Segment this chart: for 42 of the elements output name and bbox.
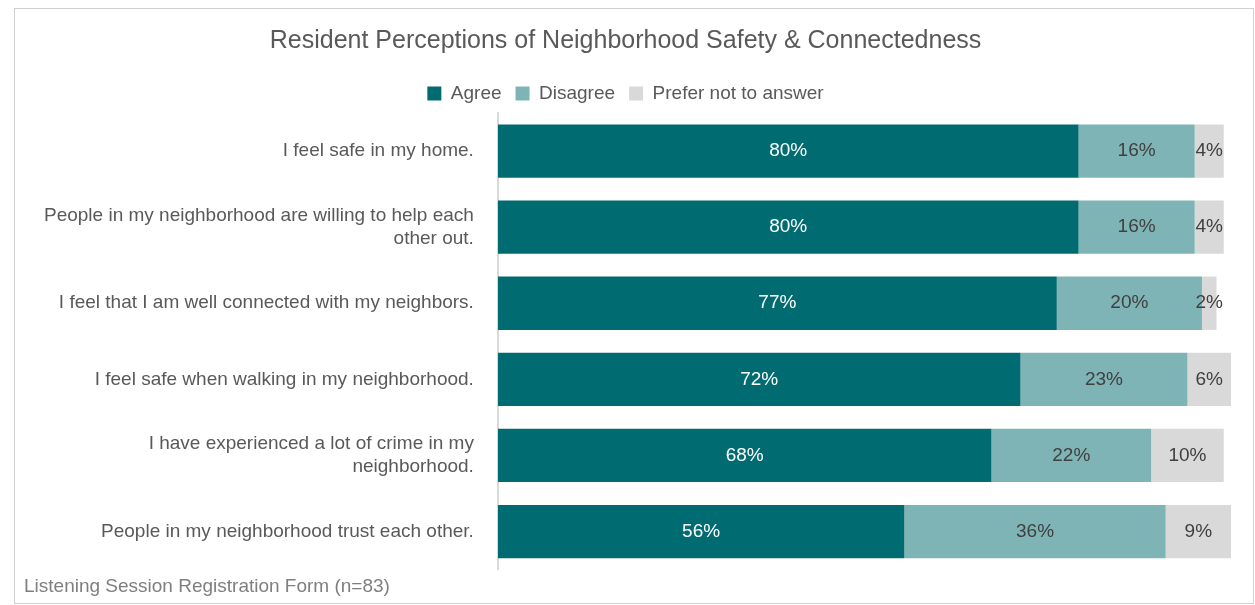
bar [1165, 504, 1231, 559]
data-label: 6% [1195, 367, 1224, 389]
bar [497, 428, 992, 483]
data-label: 10% [1168, 443, 1207, 465]
chart-title: Resident Perceptions of Neighborhood Safety & Connectedness [269, 24, 982, 53]
y-tick-label: I feel safe when walking in my neighborhood. [94, 367, 474, 389]
bar [497, 124, 1079, 178]
data-label: 16% [1117, 139, 1156, 161]
bar [1187, 352, 1231, 406]
y-tick-label: People in my neighborhood trust each other. [101, 519, 474, 541]
bar [1020, 352, 1188, 406]
data-label: 22% [1052, 443, 1091, 465]
bar [497, 200, 1079, 254]
data-label: 56% [682, 519, 721, 541]
data-label: 4% [1195, 139, 1224, 161]
bar [497, 504, 905, 559]
y-tick-label: I feel that I am well connected with my neighbors. [58, 291, 474, 313]
data-label: 9% [1184, 519, 1213, 541]
bar [1078, 124, 1195, 178]
bar [904, 504, 1166, 559]
bar [497, 276, 1057, 330]
legend-label: Prefer not to answer [652, 81, 825, 103]
legend-label: Agree [450, 81, 502, 103]
data-label: 80% [769, 139, 808, 161]
bar [1151, 428, 1224, 483]
data-label: 4% [1195, 215, 1224, 237]
text: Listening Session Registration Form (n=83) [24, 575, 390, 597]
y-tick-label: I have experienced a lot of crime in my neighborhood. [148, 432, 475, 477]
bar [497, 352, 1021, 406]
data-label: 77% [758, 291, 797, 313]
bar [991, 428, 1152, 483]
data-label: 20% [1110, 291, 1149, 313]
legend-label: Disagree [539, 81, 616, 103]
data-label: 72% [740, 367, 779, 389]
data-label: 23% [1084, 367, 1124, 389]
data-label: 16% [1117, 215, 1156, 237]
data-label: 36% [1016, 519, 1055, 541]
y-tick-label: People in my neighborhood are willing to help each other out. [43, 203, 474, 248]
data-label: 80% [769, 215, 808, 237]
data-label: 68% [725, 443, 764, 465]
y-tick-label: I feel safe in my home. [282, 139, 474, 161]
bar [1078, 200, 1195, 254]
